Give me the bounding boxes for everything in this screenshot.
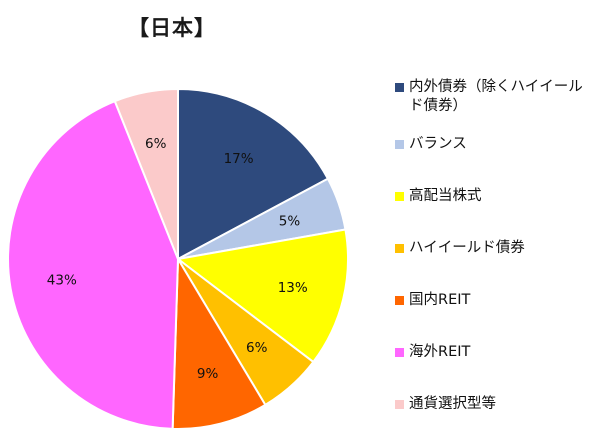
pie-slice <box>177 87 330 261</box>
legend-label: 通貨選択型等 <box>409 396 496 412</box>
pie-data-label: 5% <box>279 213 301 229</box>
pie-slice <box>175 228 349 364</box>
legend-label: 海外REIT <box>409 344 471 360</box>
pie-data-label: 6% <box>246 340 268 356</box>
legend-item: 海外REIT <box>395 343 595 362</box>
legend-swatch <box>395 296 404 305</box>
legend-label: 高配当株式 <box>409 188 482 204</box>
pie-slice <box>171 255 267 430</box>
pie-slice <box>7 99 180 430</box>
legend-swatch <box>395 244 404 253</box>
pie-data-label: 43% <box>47 273 77 289</box>
pie-slices <box>7 87 349 430</box>
legend-label: バランス <box>409 136 467 152</box>
chart-title: 【日本】 <box>128 16 216 40</box>
pie-data-label: 6% <box>145 136 167 152</box>
legend-item: バランス <box>395 135 595 154</box>
legend-swatch <box>395 140 404 149</box>
legend-item: ハイイールド債券 <box>395 239 595 258</box>
legend-label: 内外債券（除くハイイールド債券） <box>409 79 583 114</box>
pie-data-label: 9% <box>197 366 219 382</box>
pie-data-label: 17% <box>224 151 254 167</box>
legend-swatch <box>395 83 404 92</box>
pie-data-labels: 17% 5% 13% 6% 9% 43% 6% <box>47 136 308 382</box>
pie-slice <box>113 87 179 260</box>
chart-legend: 内外債券（除くハイイールド債券） バランス高配当株式ハイイールド債券 国内REIT 海… <box>395 78 595 414</box>
legend-swatch <box>395 192 404 201</box>
legend-label: ハイイールド債券 <box>409 240 525 256</box>
legend-swatch <box>395 348 404 357</box>
legend-label: 国内REIT <box>409 292 471 308</box>
legend-item: 高配当株式 <box>395 187 595 206</box>
legend-item: 国内REIT <box>395 291 595 310</box>
pie-data-label: 13% <box>278 280 308 296</box>
legend-swatch <box>395 400 404 409</box>
legend-item: 通貨選択型等 <box>395 395 595 414</box>
legend-item: 内外債券（除くハイイールド債券） <box>395 78 595 116</box>
